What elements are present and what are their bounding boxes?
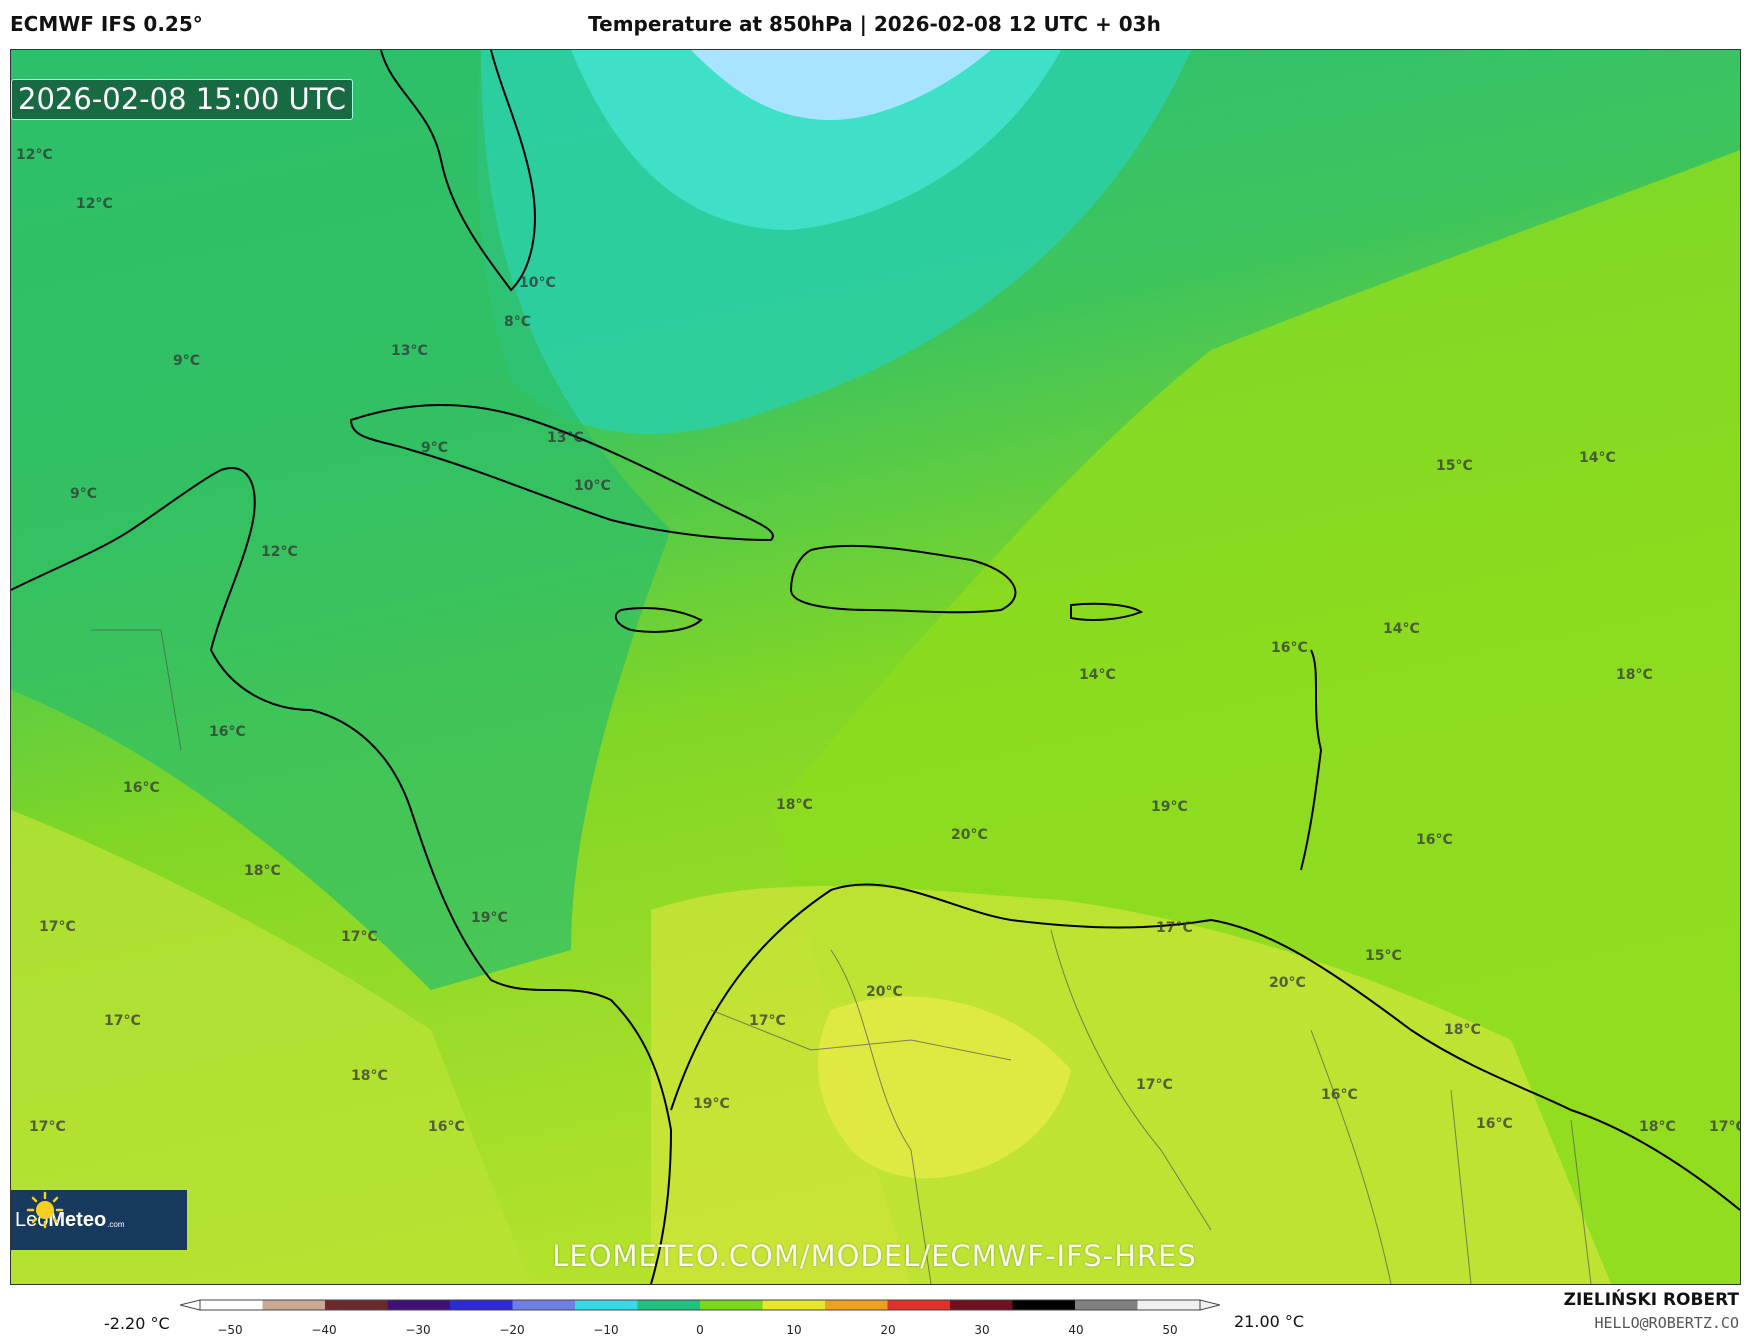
temperature-label: 17°C <box>104 1013 141 1029</box>
colorbar-segment <box>387 1300 451 1310</box>
colorbar-tick-label: 20 <box>880 1323 895 1336</box>
colorbar-segment <box>1012 1300 1076 1310</box>
temperature-label: 17°C <box>1709 1119 1740 1135</box>
temperature-label: 12°C <box>16 147 53 163</box>
leometeo-logo: LeoMeteo .com <box>11 1190 187 1250</box>
temperature-label: 13°C <box>547 430 584 446</box>
temperature-label: 17°C <box>1156 920 1193 936</box>
colorbar-outline <box>199 1299 1201 1311</box>
temperature-label: 18°C <box>351 1068 388 1084</box>
temperature-label: 9°C <box>173 353 200 369</box>
colorbar-segment <box>825 1300 888 1310</box>
temperature-label: 19°C <box>693 1096 730 1112</box>
logo-text: LeoMeteo <box>15 1209 106 1232</box>
colorbar-segment <box>512 1300 576 1310</box>
warm-core-south-america <box>817 996 1071 1179</box>
temperature-label: 12°C <box>76 196 113 212</box>
temperature-label: 17°C <box>749 1013 786 1029</box>
temperature-label: 16°C <box>1416 832 1453 848</box>
temperature-label: 18°C <box>244 863 281 879</box>
temperature-label: 10°C <box>519 275 556 291</box>
colorbar-segment <box>1137 1300 1201 1310</box>
colorbar-segment <box>1075 1300 1138 1310</box>
colorbar-tick-label: 50 <box>1162 1323 1177 1336</box>
logo-text-meteo: Meteo <box>48 1208 107 1231</box>
colorbar-tick-label: 30 <box>974 1323 989 1336</box>
author-name: ZIELIŃSKI ROBERT <box>1563 1290 1739 1310</box>
temperature-label: 14°C <box>1079 667 1116 683</box>
temperature-label: 10°C <box>574 478 611 494</box>
temperature-label: 20°C <box>951 827 988 843</box>
colorbar-max-arrow <box>1199 1299 1220 1311</box>
cold-core-north <box>571 50 1061 230</box>
colorbar-tick-label: −30 <box>405 1323 430 1336</box>
temperature-label: 16°C <box>209 724 246 740</box>
chart-title: Temperature at 850hPa | 2026-02-08 12 UT… <box>588 12 1161 36</box>
colorbar-tick-label: 40 <box>1068 1323 1083 1336</box>
country-borders <box>91 629 1592 1284</box>
colorbar-segment <box>762 1300 826 1310</box>
colorbar-segment <box>950 1300 1013 1310</box>
colorbar-tick-label: −40 <box>311 1323 336 1336</box>
temperature-labels: 12°C 12°C 10°C 8°C 13°C 9°C 9°C 13°C 10°C 9°C 12°C… <box>16 147 1740 1135</box>
valid-time-badge: 2026-02-08 15:00 UTC <box>11 79 354 120</box>
temperature-label: 12°C <box>261 544 298 560</box>
colorbar-tick-label: 0 <box>696 1323 704 1336</box>
cool-region-west <box>11 50 671 990</box>
colorbar-tick-label: −20 <box>499 1323 524 1336</box>
coldest-core <box>691 50 991 120</box>
legend-min-value: -2.20 °C <box>104 1314 170 1333</box>
colorbar-segment <box>200 1300 263 1310</box>
warm-region-pacific <box>11 810 531 1284</box>
temperature-label: 16°C <box>1476 1116 1513 1132</box>
temperature-label: 18°C <box>1616 667 1653 683</box>
author-email[interactable]: HELLO@ROBERTZ.CO <box>1594 1314 1740 1332</box>
warm-region-south-america <box>651 886 1611 1284</box>
model-url-watermark[interactable]: LEOMETEO.COM/MODEL/ECMWF-IFS-HRES <box>552 1239 1197 1273</box>
temperature-label: 19°C <box>471 910 508 926</box>
map-canvas: 12°C 12°C 10°C 8°C 13°C 9°C 9°C 13°C 10°C 9°C 12°C… <box>11 50 1740 1284</box>
colorbar-min-arrow <box>180 1299 201 1311</box>
temperature-label: 14°C <box>1383 621 1420 637</box>
colorbar-segment <box>575 1300 638 1310</box>
temperature-label: 9°C <box>70 486 97 502</box>
temperature-label: 16°C <box>1321 1087 1358 1103</box>
temperature-label: 17°C <box>39 919 76 935</box>
temperature-label: 16°C <box>428 1119 465 1135</box>
temperature-label: 9°C <box>421 440 448 456</box>
colorbar-segment <box>887 1300 951 1310</box>
temperature-label: 14°C <box>1579 450 1616 466</box>
colorbar-segment <box>450 1300 513 1310</box>
logo-suffix: .com <box>107 1219 125 1229</box>
temperature-label: 15°C <box>1365 948 1402 964</box>
sun-icon <box>26 1191 64 1229</box>
model-title: ECMWF IFS 0.25° <box>10 12 203 36</box>
temperature-label: 15°C <box>1436 458 1473 474</box>
colorbar-segment <box>262 1300 326 1310</box>
color-scale-bar: −50 −40 −30 −20 −10 0 10 20 30 40 50 <box>180 1299 1220 1336</box>
temperature-label: 17°C <box>341 929 378 945</box>
colorbar-segment <box>325 1300 388 1310</box>
temperature-label: 17°C <box>1136 1077 1173 1093</box>
colorbar-tick-label: −10 <box>593 1323 618 1336</box>
temperature-map: 12°C 12°C 10°C 8°C 13°C 9°C 9°C 13°C 10°C 9°C 12°C… <box>10 49 1741 1285</box>
temperature-label: 8°C <box>504 314 531 330</box>
temperature-label: 20°C <box>866 984 903 1000</box>
colorbar-segment <box>637 1300 701 1310</box>
colorbar-tick-label: 10 <box>786 1323 801 1336</box>
temperature-label: 13°C <box>391 343 428 359</box>
temperature-label: 18°C <box>776 797 813 813</box>
colorbar-tick-label: −50 <box>217 1323 242 1336</box>
temperature-label: 18°C <box>1639 1119 1676 1135</box>
colorbar-segment <box>700 1300 763 1310</box>
temperature-label: 18°C <box>1444 1022 1481 1038</box>
temperature-label: 19°C <box>1151 799 1188 815</box>
temperature-label: 16°C <box>1271 640 1308 656</box>
temperature-label: 17°C <box>29 1119 66 1135</box>
temperature-label: 16°C <box>123 780 160 796</box>
temperature-label: 20°C <box>1269 975 1306 991</box>
coastlines <box>11 50 1740 1284</box>
legend-max-value: 21.00 °C <box>1234 1312 1305 1331</box>
